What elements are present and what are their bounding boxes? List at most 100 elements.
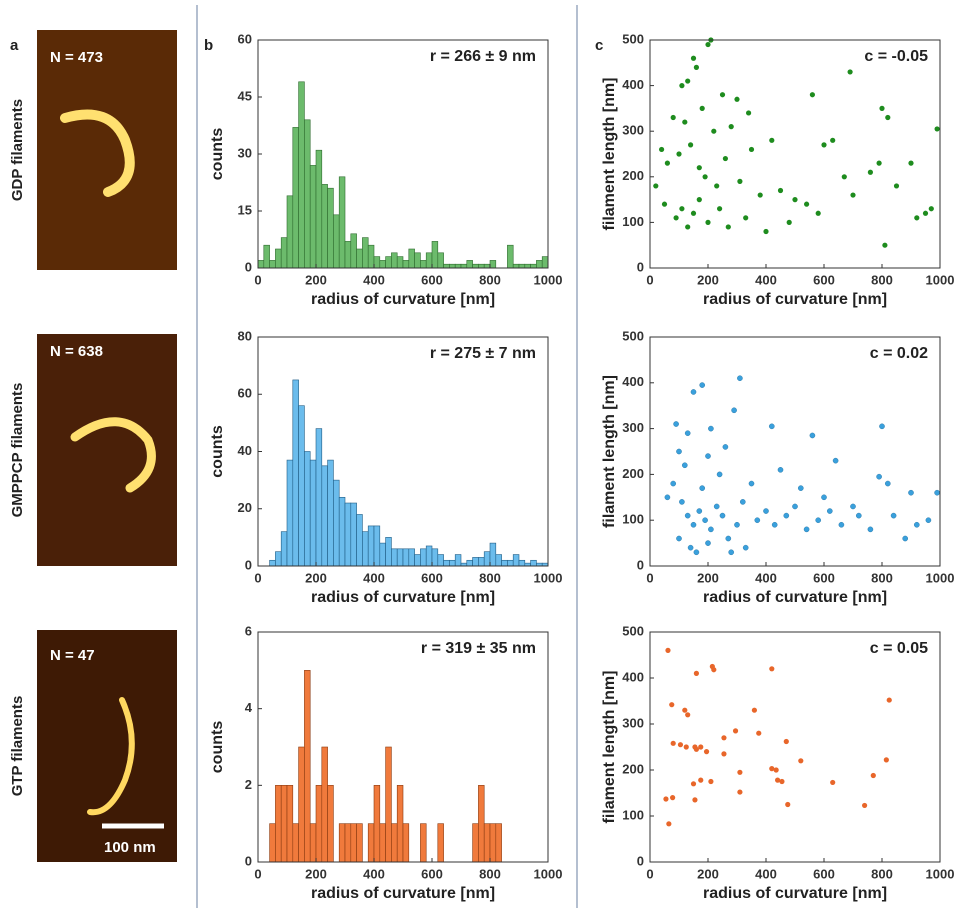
bar: [333, 479, 340, 567]
point: [713, 503, 720, 510]
bar: [420, 548, 427, 567]
bar: [518, 263, 526, 269]
bar: [396, 256, 404, 269]
bar: [321, 465, 328, 567]
point: [934, 489, 940, 496]
bar: [338, 496, 346, 567]
x-tick-label: 600: [813, 570, 835, 585]
scale-bar-label: 100 nm: [104, 839, 156, 856]
afm-image: [37, 334, 177, 566]
point: [711, 667, 717, 673]
bar: [269, 559, 276, 567]
x-tick-label: 1000: [926, 866, 955, 881]
bar: [321, 184, 328, 269]
bar: [420, 823, 427, 863]
y-tick-label: 2: [245, 777, 252, 792]
point: [740, 499, 746, 505]
bar: [327, 187, 334, 269]
point: [893, 183, 900, 189]
x-axis-label: radius of curvature [nm]: [311, 291, 495, 308]
bar: [321, 746, 328, 863]
x-tick-label: 200: [305, 570, 327, 585]
point: [665, 647, 671, 654]
bar: [292, 823, 299, 863]
point: [728, 549, 735, 556]
bar: [507, 559, 514, 567]
point: [876, 473, 882, 480]
bar: [373, 785, 381, 863]
bar: [286, 195, 294, 269]
point: [722, 444, 729, 450]
x-axis-label: radius of curvature [nm]: [311, 885, 495, 902]
bar: [373, 256, 381, 269]
panel-label: a: [10, 37, 19, 54]
bar: [385, 746, 392, 863]
point: [856, 512, 862, 519]
point: [722, 155, 729, 162]
bar: [373, 525, 381, 567]
point: [914, 521, 920, 528]
point: [684, 430, 691, 436]
point: [699, 382, 706, 388]
x-tick-label: 1000: [534, 570, 563, 585]
bar: [408, 248, 415, 269]
bar: [391, 252, 398, 269]
y-tick-label: 300: [622, 123, 644, 138]
point: [696, 197, 702, 203]
point: [804, 201, 810, 207]
y-tick-label: 6: [245, 623, 252, 638]
point: [809, 432, 816, 439]
bar: [431, 241, 439, 269]
bar: [385, 256, 392, 269]
bar: [391, 548, 398, 567]
bar: [263, 244, 270, 269]
point: [685, 224, 691, 230]
x-tick-label: 400: [363, 866, 385, 881]
y-tick-label: 500: [622, 328, 644, 343]
point: [731, 407, 737, 414]
bar: [478, 557, 485, 567]
bar: [362, 237, 369, 269]
point: [664, 160, 671, 166]
point: [711, 128, 717, 134]
bar: [507, 244, 514, 269]
point: [708, 425, 714, 432]
point: [676, 448, 682, 455]
bar: [396, 548, 404, 567]
point: [670, 795, 676, 801]
point: [734, 521, 740, 528]
point: [882, 242, 888, 248]
x-tick-label: 1000: [926, 272, 955, 287]
bar: [362, 531, 369, 567]
bar: [391, 823, 398, 863]
point: [779, 778, 785, 785]
point: [756, 730, 762, 736]
bar: [304, 451, 311, 567]
y-tick-label: 0: [637, 557, 644, 572]
bar: [437, 554, 444, 567]
bar: [367, 823, 375, 863]
point: [670, 740, 676, 746]
y-tick-label: 100: [622, 807, 644, 822]
bar: [275, 785, 282, 863]
bar: [443, 559, 450, 567]
point: [908, 489, 914, 496]
bar: [495, 554, 502, 567]
x-tick-label: 0: [646, 866, 653, 881]
x-tick-label: 600: [421, 866, 443, 881]
bar: [304, 670, 311, 863]
bar: [385, 537, 392, 567]
y-tick-label: 45: [238, 88, 252, 103]
point: [669, 702, 675, 708]
bar: [466, 559, 473, 567]
x-tick-label: 1000: [926, 570, 955, 585]
point: [792, 197, 798, 203]
point: [664, 494, 671, 501]
y-tick-label: 500: [622, 31, 644, 46]
point: [908, 160, 914, 166]
y-tick-label: 4: [245, 700, 253, 715]
point: [685, 712, 691, 718]
point: [690, 521, 697, 528]
point: [692, 797, 698, 803]
bar: [286, 459, 294, 567]
